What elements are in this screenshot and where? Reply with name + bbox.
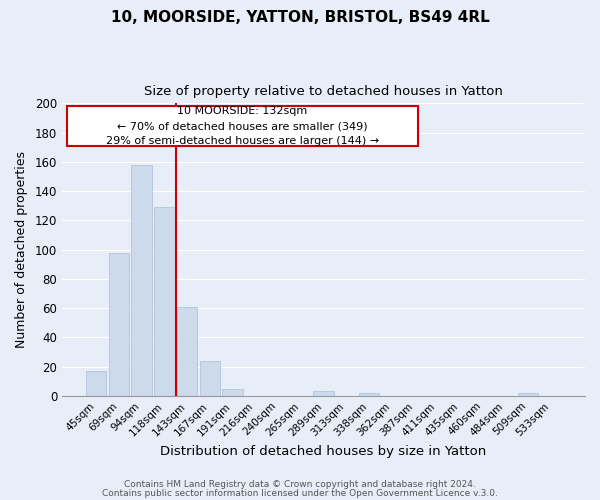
FancyBboxPatch shape <box>67 106 418 146</box>
Text: Contains HM Land Registry data © Crown copyright and database right 2024.: Contains HM Land Registry data © Crown c… <box>124 480 476 489</box>
Text: 10, MOORSIDE, YATTON, BRISTOL, BS49 4RL: 10, MOORSIDE, YATTON, BRISTOL, BS49 4RL <box>110 10 490 25</box>
Text: Contains public sector information licensed under the Open Government Licence v.: Contains public sector information licen… <box>102 489 498 498</box>
Bar <box>131 165 152 396</box>
Bar <box>313 392 334 396</box>
Text: 10 MOORSIDE: 132sqm
← 70% of detached houses are smaller (349)
29% of semi-detac: 10 MOORSIDE: 132sqm ← 70% of detached ho… <box>106 106 379 146</box>
Bar <box>109 252 129 396</box>
Bar <box>86 371 106 396</box>
Bar <box>518 393 538 396</box>
Bar <box>223 388 243 396</box>
Bar <box>359 393 379 396</box>
Bar <box>177 306 197 396</box>
Title: Size of property relative to detached houses in Yatton: Size of property relative to detached ho… <box>144 85 503 98</box>
Bar <box>200 360 220 396</box>
X-axis label: Distribution of detached houses by size in Yatton: Distribution of detached houses by size … <box>160 444 487 458</box>
Bar <box>154 207 175 396</box>
Y-axis label: Number of detached properties: Number of detached properties <box>15 151 28 348</box>
